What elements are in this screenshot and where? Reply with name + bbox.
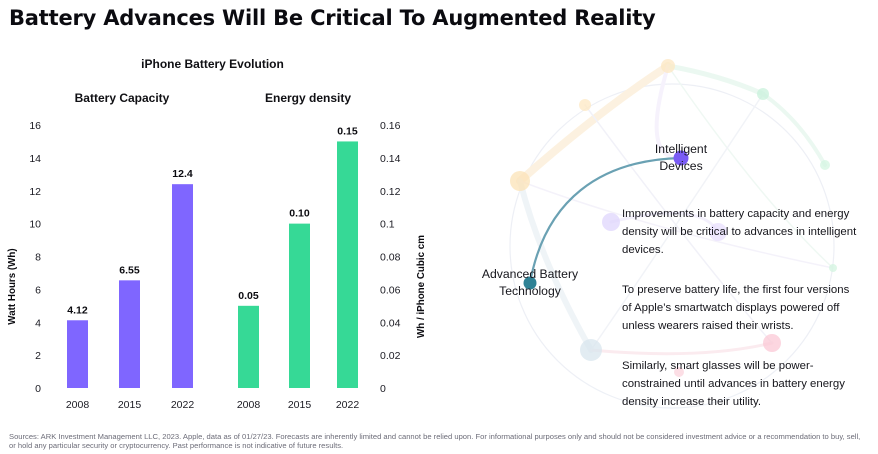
network-graphic	[509, 59, 837, 409]
bar-2008	[238, 305, 259, 388]
y-tick-label: 0.1	[380, 219, 395, 231]
y-tick-label: 0.02	[380, 350, 401, 362]
intelligent-devices-node	[673, 150, 689, 166]
intelligent-devices-label-line1: Intelligent	[654, 142, 708, 156]
bar-2015	[289, 223, 310, 388]
x-tick-label: 2015	[118, 399, 142, 411]
battery-technology-label: Advanced Battery Technology	[469, 266, 591, 300]
x-tick-label: 2008	[66, 399, 90, 411]
y-tick-label: 0	[380, 383, 386, 395]
y-tick-label: 0	[35, 383, 41, 395]
x-tick-label: 2022	[336, 399, 360, 411]
battery-technology-node	[523, 276, 537, 290]
y-axis-label: Wh / iPhone Cubic cm	[416, 235, 427, 338]
bar-2022	[337, 141, 358, 388]
y-tick-label: 0.06	[380, 284, 401, 296]
y-tick-label: 16	[29, 120, 41, 132]
paragraph-1: Improvements in battery capacity and ene…	[622, 208, 857, 256]
energy-density-title: Energy density	[264, 91, 352, 105]
x-tick-label: 2022	[171, 399, 195, 411]
bar-value-label: 12.4	[172, 168, 193, 180]
intelligent-devices-label-line2: Devices	[659, 159, 703, 173]
intelligent-devices-label: Intelligent Devices	[623, 141, 739, 175]
y-tick-label: 0.12	[380, 186, 401, 198]
page-title: Battery Advances Will Be Critical To Aug…	[9, 6, 656, 30]
y-axis-label: Watt Hours (Wh)	[7, 248, 18, 324]
bar-value-label: 6.55	[119, 264, 140, 276]
bar-value-label: 0.15	[337, 125, 358, 137]
y-tick-label: 4	[35, 317, 41, 329]
paragraph-3: Similarly, smart glasses will be power-c…	[622, 360, 845, 408]
iphone-battery-charts: 0 2 4 6 8 10 12 14 16 Watt Hours (Wh) 4.12 2008 6.55…	[7, 120, 427, 411]
y-tick-label: 0.14	[380, 153, 401, 165]
battery-technology-label-line1: Advanced Battery	[481, 267, 579, 281]
bar-value-label: 0.10	[289, 208, 310, 220]
y-tick-label: 0.04	[380, 317, 401, 329]
x-tick-label: 2008	[237, 399, 261, 411]
chart-subtitle: iPhone Battery Evolution	[141, 57, 284, 71]
battery-technology-label-line2: Technology	[499, 284, 561, 298]
y-tick-label: 14	[29, 153, 41, 165]
bar-2008	[67, 320, 88, 388]
y-tick-label: 0.16	[380, 120, 401, 132]
bar-value-label: 0.05	[238, 290, 259, 302]
battery-capacity-title: Battery Capacity	[74, 91, 170, 105]
paragraph-2: To preserve battery life, the first four…	[622, 284, 850, 332]
y-tick-label: 0.08	[380, 252, 401, 264]
y-tick-label: 2	[35, 350, 41, 362]
bar-value-label: 4.12	[67, 304, 88, 316]
y-tick-label: 6	[35, 284, 41, 296]
bar-2015	[119, 280, 140, 388]
source-note: Sources: ARK Investment Management LLC, …	[9, 432, 861, 450]
bar-2022	[172, 184, 193, 388]
y-tick-label: 12	[29, 186, 41, 198]
y-tick-label: 10	[29, 219, 41, 231]
y-tick-label: 8	[35, 252, 41, 264]
connection-arc	[528, 156, 682, 284]
x-tick-label: 2015	[288, 399, 312, 411]
